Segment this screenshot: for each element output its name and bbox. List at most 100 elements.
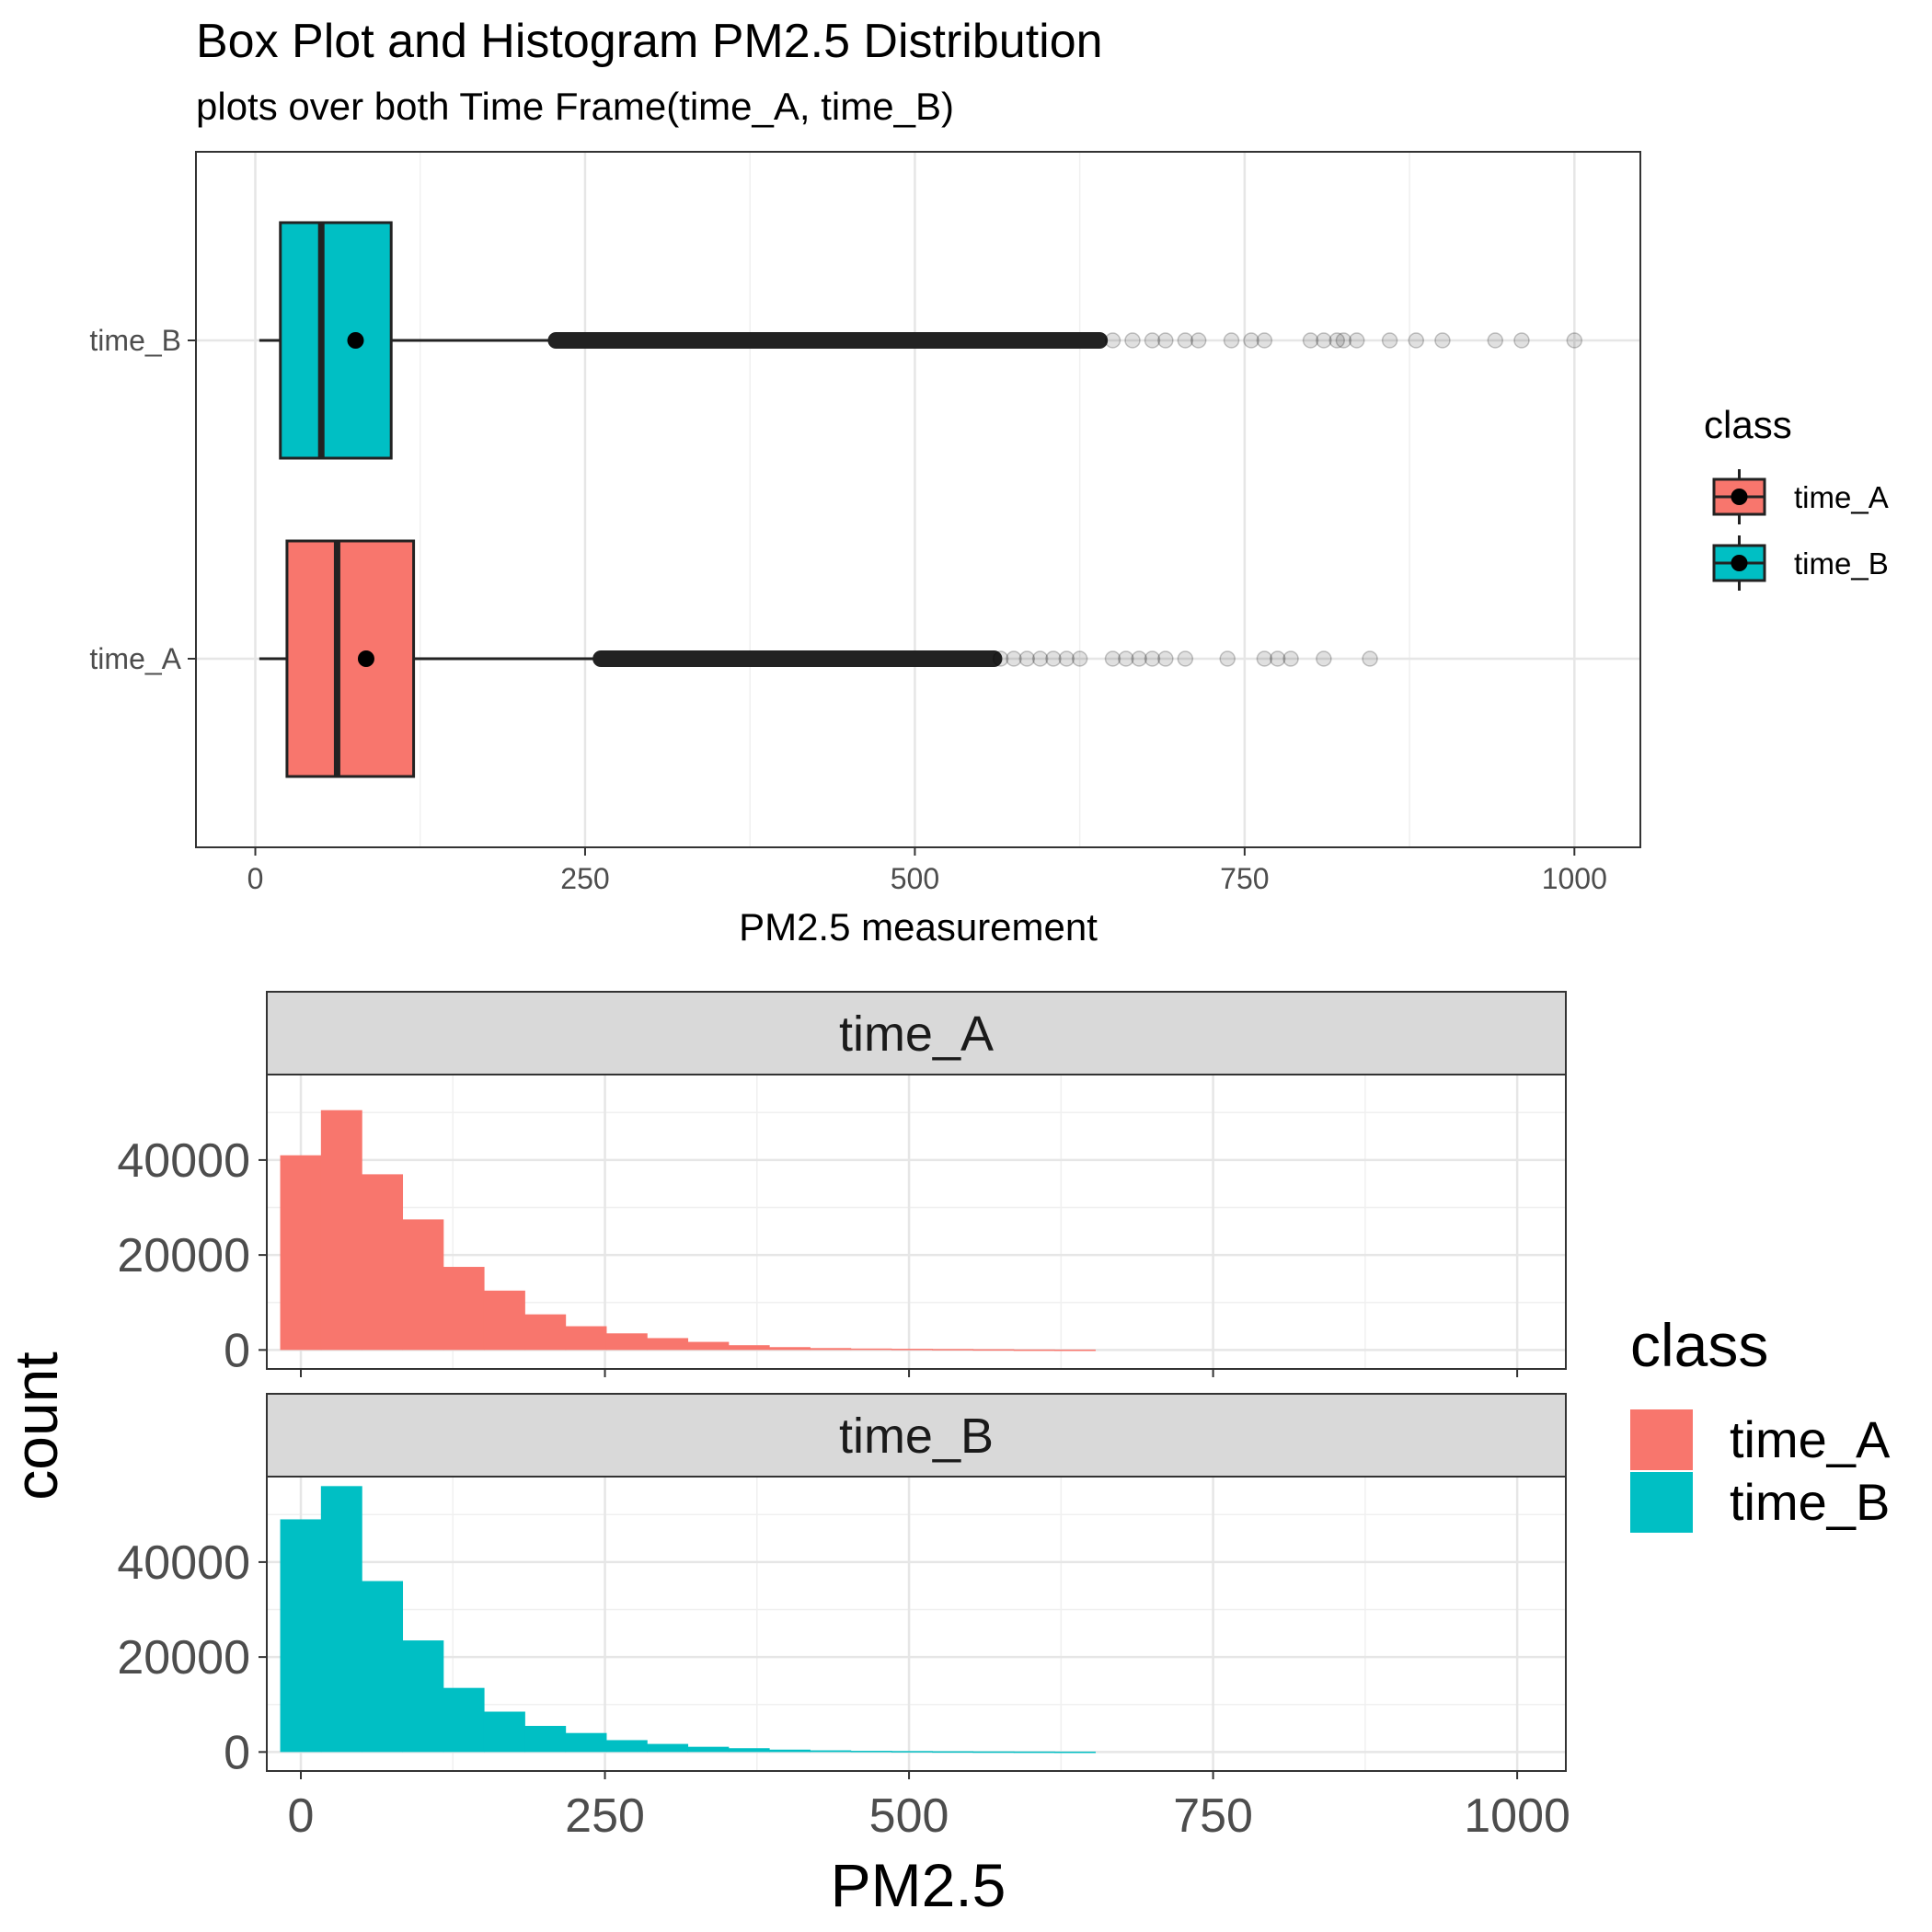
histogram-bar-time_A xyxy=(1054,1349,1096,1351)
chart-subtitle: plots over both Time Frame(time_A, time_… xyxy=(196,85,954,128)
outlier-point-time_A xyxy=(992,650,1009,667)
histogram-bar-time_A xyxy=(362,1174,404,1351)
outlier-point-time_B xyxy=(1124,332,1141,349)
box-x-tick-label: 1000 xyxy=(1542,862,1607,895)
box-plot-marks xyxy=(259,221,1583,778)
histogram-bar-time_B xyxy=(483,1711,525,1753)
box-plot-border xyxy=(195,151,1641,848)
histogram-bar-time_A xyxy=(932,1349,974,1351)
histogram-bar-time_A xyxy=(605,1333,648,1351)
histogram-bar-time_A xyxy=(443,1267,485,1351)
box-time_A xyxy=(285,539,416,778)
outlier-point-time_A xyxy=(1362,650,1378,667)
histogram-x-tick-label: 1000 xyxy=(1464,1789,1570,1843)
histogram-bar-time_A xyxy=(972,1349,1015,1351)
outlier-point-time_A xyxy=(1018,650,1036,667)
histogram-bar-time_B xyxy=(728,1748,770,1753)
histogram-bar-time_A xyxy=(647,1338,689,1351)
outlier-point-time_A xyxy=(1177,650,1194,667)
histogram-legend-key-time_A xyxy=(1630,1409,1693,1470)
box-plot-background xyxy=(196,152,1640,847)
histogram-bar-time_B xyxy=(1013,1751,1055,1754)
histogram-bar-time_A xyxy=(402,1219,444,1351)
outlier-point-time_A xyxy=(1269,650,1286,667)
outlier-point-time_B xyxy=(1177,332,1194,349)
outlier-point-time_B xyxy=(1243,332,1259,349)
outlier-point-time_B xyxy=(1487,332,1504,349)
box-time_B xyxy=(279,221,393,460)
box-x-tick-label: 500 xyxy=(891,862,939,895)
histogram-y-tick-label: 40000 xyxy=(117,1536,250,1590)
histogram-bar-time_A xyxy=(565,1326,607,1351)
histogram-bar-time_A xyxy=(280,1155,322,1351)
outlier-point-time_A xyxy=(1157,650,1174,667)
outlier-point-time_B xyxy=(1316,332,1332,349)
outlier-point-time_B xyxy=(1513,332,1530,349)
histogram-legend-entry-time_A: time_A xyxy=(1630,1409,1891,1470)
histogram-bar-time_B xyxy=(362,1581,404,1753)
histogram-bar-time_A xyxy=(850,1348,892,1351)
box-legend-entry-time_A: time_A xyxy=(1712,469,1889,524)
box-plot-legend: class time_A time_B xyxy=(1704,403,1889,591)
histogram-bar-time_A xyxy=(320,1110,362,1351)
histogram-bar-time_B xyxy=(320,1486,362,1753)
histogram-facets: time_A 0 20000 40000 time_B 0 20000 40000 0 250 50… xyxy=(117,991,1570,1843)
outlier-point-time_A xyxy=(1282,650,1299,667)
outlier-point-time_B xyxy=(1157,332,1174,349)
box-x-tick-label: 250 xyxy=(560,862,609,895)
histogram-bar-time_B xyxy=(932,1751,974,1754)
outlier-band-time_B xyxy=(547,332,1109,349)
histogram-legend-key-time_B xyxy=(1630,1472,1693,1533)
histogram-y-tick-label: 40000 xyxy=(117,1134,250,1188)
histogram-panel-time_A: time_A 0 20000 40000 xyxy=(117,991,1567,1377)
outlier-point-time_A xyxy=(1256,650,1273,667)
histogram-bar-time_B xyxy=(972,1751,1015,1754)
histogram-legend-label: time_B xyxy=(1730,1473,1890,1531)
chart-title: Box Plot and Histogram PM2.5 Distributio… xyxy=(196,15,1103,68)
histogram-bar-time_B xyxy=(443,1687,485,1753)
facet-strip-time_A xyxy=(266,991,1567,1075)
box-y-tick-label: time_A xyxy=(89,642,181,675)
histogram-x-tick-label: 500 xyxy=(869,1789,949,1843)
outlier-point-time_A xyxy=(1316,650,1332,667)
histogram-y-axis-title: count xyxy=(2,1351,70,1500)
box-legend-key-mean xyxy=(1731,489,1748,505)
outlier-point-time_B xyxy=(1566,332,1583,349)
histogram-x-tick-label: 0 xyxy=(288,1789,315,1843)
outlier-point-time_A xyxy=(1006,650,1022,667)
outlier-point-time_A xyxy=(1031,650,1049,667)
outlier-point-time_A xyxy=(1219,650,1236,667)
histogram-bar-time_B xyxy=(891,1751,933,1753)
facet-strip-time_B xyxy=(266,1393,1567,1478)
histogram-bar-time_B xyxy=(605,1740,648,1753)
outlier-point-time_B xyxy=(1190,332,1207,349)
outlier-point-time_A xyxy=(1104,650,1121,667)
box-legend-entry-time_B: time_B xyxy=(1712,535,1889,591)
outlier-point-time_A xyxy=(1131,650,1147,667)
box-x-tick-label: 0 xyxy=(247,862,264,895)
histogram-x-axis-title: PM2.5 xyxy=(831,1851,1006,1919)
outlier-point-time_B xyxy=(1302,332,1319,349)
outlier-point-time_A xyxy=(1118,650,1134,667)
box-plot-x-axis-title: PM2.5 measurement xyxy=(739,905,1098,949)
histogram-y-tick-label: 20000 xyxy=(117,1229,250,1282)
outlier-point-time_B xyxy=(1223,332,1240,349)
histogram-panel-time_B: time_B 0 20000 40000 0 250 500 750 1000 xyxy=(117,1393,1570,1843)
mean-point-time_A xyxy=(357,650,374,667)
histogram-bar-time_A xyxy=(687,1341,730,1351)
histogram-bar-time_B xyxy=(402,1640,444,1753)
histogram-bar-time_A xyxy=(769,1347,811,1351)
box-y-tick-label: time_B xyxy=(89,324,181,357)
facet-strip-label: time_B xyxy=(839,1409,994,1464)
box-legend-label: time_A xyxy=(1794,480,1889,514)
histogram-bar-time_B xyxy=(524,1725,567,1753)
box-x-tick-label: 750 xyxy=(1220,862,1269,895)
histogram-bar-time_B xyxy=(810,1750,852,1753)
histogram-bar-time_A xyxy=(728,1345,770,1351)
box-legend-key-mean xyxy=(1731,555,1748,571)
histogram-legend-entry-time_B: time_B xyxy=(1630,1472,1890,1533)
outlier-point-time_B xyxy=(1348,332,1365,349)
histogram-bar-time_A xyxy=(891,1349,933,1351)
